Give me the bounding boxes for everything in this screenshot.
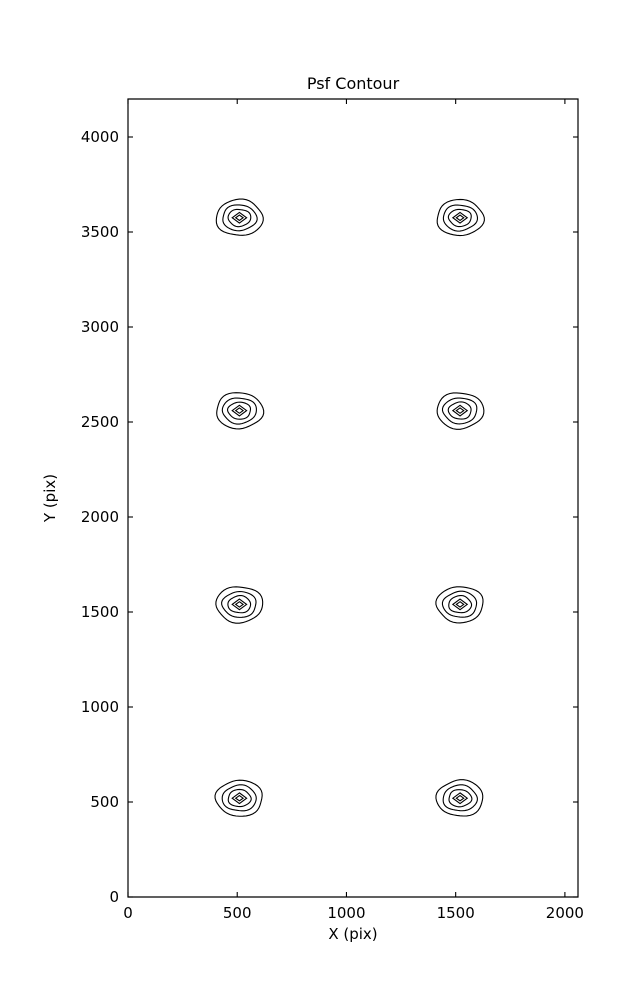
- contour-level-ring: [227, 788, 252, 808]
- x-tick-label: 2000: [546, 904, 584, 922]
- contour-level-ring: [451, 404, 469, 417]
- contour-series-group: [214, 198, 485, 817]
- y-tick-label: 3000: [81, 318, 119, 336]
- contour-level-ring: [451, 598, 469, 611]
- y-axis-ticks: 0 500 1000 1500 2000 2500 3000 3500 4000: [81, 128, 578, 906]
- contour-level-ring: [216, 392, 265, 430]
- y-tick-label: 4000: [81, 128, 119, 146]
- psf-contour-source: [436, 198, 485, 237]
- contour-level-ring: [435, 586, 484, 624]
- y-tick-label: 1500: [81, 603, 119, 621]
- contour-level-ring: [451, 211, 469, 224]
- y-tick-label: 2000: [81, 508, 119, 526]
- y-tick-label: 2500: [81, 413, 119, 431]
- contour-level-ring: [215, 586, 264, 624]
- contour-level-ring: [436, 198, 485, 237]
- contour-level-ring: [441, 397, 478, 425]
- contour-level-ring: [447, 208, 472, 228]
- contour-level-ring: [455, 794, 465, 802]
- psf-contour-source: [214, 779, 263, 817]
- contour-level-ring: [227, 594, 252, 614]
- y-tick-label: 1000: [81, 698, 119, 716]
- contour-level-ring: [231, 598, 248, 611]
- contour-level-ring: [227, 401, 252, 420]
- contour-level-ring: [455, 407, 465, 414]
- contour-level-ring: [231, 211, 248, 224]
- contour-level-ring: [447, 401, 472, 420]
- contour-level-ring: [231, 792, 248, 805]
- contour-level-ring: [221, 397, 257, 425]
- contour-level-ring: [215, 198, 264, 236]
- contour-level-ring: [234, 407, 245, 414]
- psf-contour-source: [435, 586, 484, 624]
- contour-level-ring: [442, 784, 478, 812]
- psf-contour-source: [216, 392, 265, 430]
- x-tick-label: 1000: [327, 904, 365, 922]
- contour-level-ring: [448, 594, 473, 614]
- psf-contour-source: [436, 392, 485, 430]
- x-tick-label: 500: [223, 904, 252, 922]
- y-tick-label: 0: [109, 888, 119, 906]
- contour-level-ring: [222, 204, 258, 232]
- y-axis-label: Y (pix): [41, 474, 59, 523]
- page-title: Psf Contour: [307, 74, 400, 93]
- contour-level-ring: [234, 794, 245, 802]
- contour-level-ring: [234, 601, 245, 608]
- x-axis-ticks: 0 500 1000 1500 2000: [123, 99, 584, 922]
- contour-level-ring: [231, 404, 248, 417]
- contour-level-ring: [221, 784, 257, 812]
- x-tick-label: 1500: [437, 904, 475, 922]
- contour-level-ring: [214, 779, 263, 817]
- contour-level-ring: [442, 204, 479, 232]
- contour-level-ring: [227, 208, 252, 228]
- contour-level-ring: [234, 214, 245, 222]
- x-axis-label: X (pix): [328, 925, 377, 943]
- x-tick-label: 0: [123, 904, 133, 922]
- contour-level-ring: [221, 590, 257, 618]
- contour-level-ring: [436, 392, 485, 430]
- contour-level-ring: [455, 601, 465, 608]
- contour-level-ring: [435, 779, 484, 817]
- contour-level-ring: [451, 792, 469, 805]
- contour-level-ring: [448, 789, 473, 808]
- psf-contour-source: [435, 779, 484, 817]
- psf-contour-source: [215, 198, 264, 236]
- psf-contour-source: [215, 586, 264, 624]
- contour-level-ring: [441, 590, 478, 618]
- contour-level-ring: [455, 214, 465, 222]
- y-tick-label: 500: [90, 793, 119, 811]
- y-tick-label: 3500: [81, 223, 119, 241]
